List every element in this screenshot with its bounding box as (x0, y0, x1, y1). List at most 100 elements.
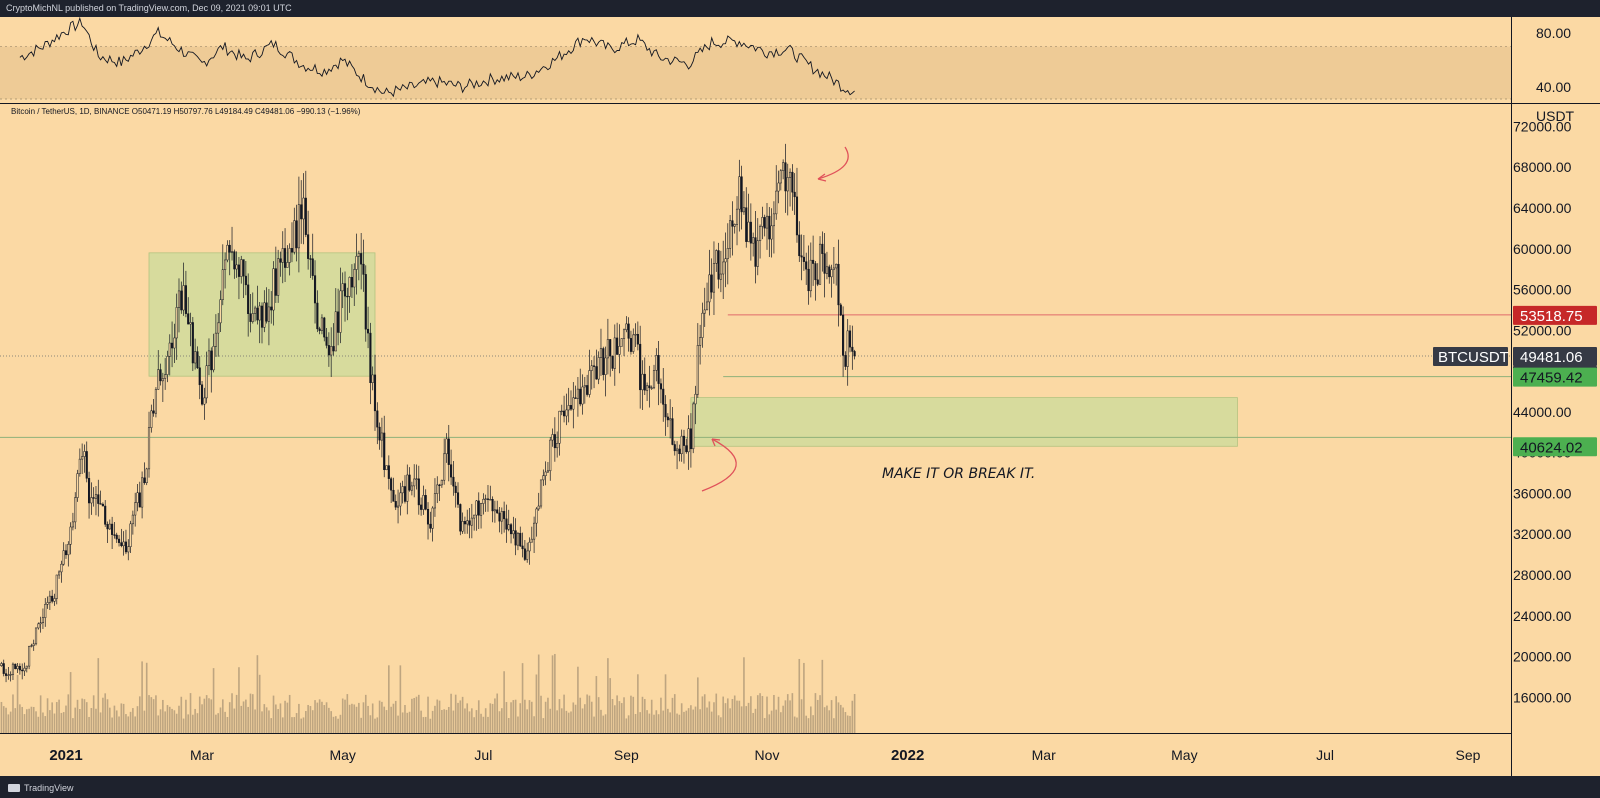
candle-body (484, 498, 487, 500)
candle-body (791, 171, 794, 193)
volume-bar (680, 703, 683, 733)
volume-bar (826, 705, 828, 733)
volume-bar (821, 659, 824, 733)
volume-bar (503, 671, 505, 733)
publisher-bar: CryptoMichNL published on TradingView.co… (0, 0, 1600, 17)
candle-body (602, 348, 605, 375)
volume-bar (710, 711, 713, 733)
volume-bar (212, 668, 215, 733)
volume-bar (590, 701, 593, 733)
candle-body (664, 404, 667, 418)
candle-body (809, 259, 812, 292)
candle-body (687, 428, 690, 453)
volume-bar (247, 706, 249, 733)
candle-body (53, 598, 56, 602)
candle-body (337, 311, 340, 333)
candle-body (147, 427, 151, 470)
candle-body (281, 248, 284, 263)
candle-body (507, 524, 510, 530)
candle-body (818, 243, 822, 285)
volume-bar (14, 708, 17, 733)
volume-bar (454, 694, 457, 733)
candle-body (436, 484, 439, 494)
candle-body (685, 445, 688, 453)
candle-body (450, 464, 453, 478)
candle-body (247, 284, 250, 314)
candle-body (491, 499, 494, 512)
candle-body (217, 322, 220, 334)
candle-body (565, 409, 568, 417)
candle-body (671, 418, 674, 445)
candle-body (311, 258, 314, 276)
candle-body (837, 263, 840, 306)
price-axis[interactable]: 16000.00 20000.00 24000.00 28000.00 32000.00… (1513, 118, 1572, 705)
volume-bar (789, 700, 791, 733)
candle-body (440, 479, 443, 486)
volume-bar (69, 672, 72, 733)
candle-body (825, 266, 829, 274)
candle-body (207, 350, 211, 366)
support-price-label: 40624.02 (1520, 439, 1583, 456)
volume-bar (221, 699, 224, 733)
candle-body (304, 197, 307, 235)
volume-bar (676, 713, 678, 733)
volume-bar (667, 708, 669, 733)
volume-bar (803, 662, 805, 733)
price-labels: 53518.75BTCUSDT49481.0614:58:0747459.424… (1433, 305, 1597, 457)
candle-body (267, 306, 270, 322)
time-tick-label: Nov (755, 747, 780, 763)
volume-bar (616, 695, 618, 733)
candle-body (221, 269, 224, 300)
oscillator-panel[interactable]: 40.00 80.00 (0, 17, 1571, 100)
volume-bar (355, 706, 358, 733)
candle-body (385, 465, 388, 470)
volume-bar (97, 658, 100, 733)
candle-body (270, 306, 273, 311)
volume-bar (240, 705, 243, 733)
volume-bar (627, 715, 630, 733)
candle-body (738, 176, 741, 210)
volume-bar (208, 698, 210, 733)
candle-body (113, 534, 116, 536)
volume-bar (664, 674, 667, 733)
tradingview-logo[interactable]: TradingView (8, 783, 74, 793)
candle-body (454, 485, 457, 493)
time-tick-label: May (1171, 747, 1197, 763)
volume-bar (609, 678, 612, 733)
candle-body (413, 478, 416, 487)
candle-body (579, 388, 582, 405)
time-tick-label: May (329, 747, 355, 763)
volume-bar (404, 705, 406, 733)
candle-body (772, 213, 775, 227)
resistance-price-label-box (1513, 305, 1597, 325)
candle-body (535, 508, 538, 524)
candle-body (735, 208, 739, 225)
volume-bar (773, 694, 775, 733)
candle-body (327, 345, 330, 356)
volume-bar (595, 676, 598, 733)
candle-body (371, 374, 374, 383)
candle-body (136, 492, 139, 503)
volume-bar (217, 713, 219, 733)
candle-body (399, 492, 402, 507)
volume-bar (173, 710, 176, 733)
volume-bar (726, 698, 729, 733)
btc-chart[interactable]: 40.00 80.00 MAKE IT OR BREAK IT. Bitcoin … (0, 17, 1600, 776)
volume-bar (378, 700, 381, 733)
volume-bar (81, 698, 83, 733)
time-axis[interactable]: 2021 Mar May Jul Sep Nov 2022 Mar May Jul Sep (49, 747, 1480, 764)
candle-body (32, 643, 35, 646)
volume-bar (120, 703, 123, 733)
candle-body (55, 574, 58, 599)
volume-bar (570, 711, 572, 733)
volume-bar (581, 708, 584, 733)
candle-body (745, 207, 748, 242)
candle-body (173, 337, 176, 349)
candle-body (357, 253, 360, 257)
volume-bar (104, 693, 107, 733)
volume-bar (95, 708, 97, 733)
candle-body (703, 309, 706, 314)
candle-body (9, 674, 12, 676)
candle-body (51, 595, 54, 602)
candle-body (590, 365, 593, 371)
